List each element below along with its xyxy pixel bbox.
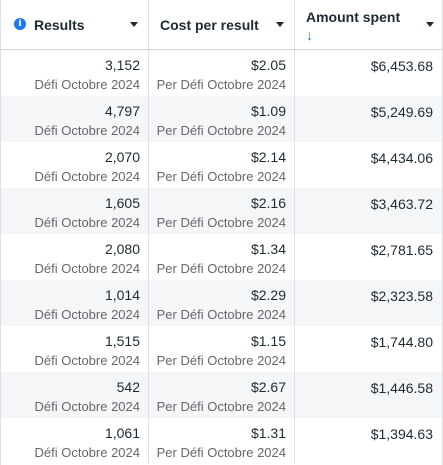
cost-per-result-type: Per Défi Octobre 2024 <box>156 215 286 230</box>
cost-per-result-type: Per Défi Octobre 2024 <box>156 123 286 138</box>
amount-spent-cell: $1,446.58 <box>295 372 443 418</box>
table-row[interactable]: 1,515 Défi Octobre 2024 $1.15 Per Défi O… <box>1 326 442 372</box>
cost-per-result-cell: $1.31 Per Défi Octobre 2024 <box>149 418 295 464</box>
results-type: Défi Octobre 2024 <box>34 169 140 184</box>
results-value: 1,014 <box>104 287 140 303</box>
results-type: Défi Octobre 2024 <box>34 353 140 368</box>
results-cell: 2,070 Défi Octobre 2024 <box>1 142 149 188</box>
results-value: 3,152 <box>104 57 140 73</box>
column-header-label: Results <box>34 17 85 33</box>
column-header-label: Cost per result <box>160 17 259 33</box>
amount-spent-value: $1,744.80 <box>370 334 433 350</box>
results-cell: 1,605 Défi Octobre 2024 <box>1 188 149 234</box>
cost-per-result-cell: $2.29 Per Défi Octobre 2024 <box>149 280 295 326</box>
cost-per-result-type: Per Défi Octobre 2024 <box>156 353 286 368</box>
table-row[interactable]: 1,605 Défi Octobre 2024 $2.16 Per Défi O… <box>1 188 442 234</box>
results-value: 2,070 <box>104 149 140 165</box>
amount-spent-cell: $3,463.72 <box>295 188 443 234</box>
cost-per-result-value: $2.67 <box>250 379 286 395</box>
results-value: 4,797 <box>104 103 140 119</box>
table-row[interactable]: 1,061 Défi Octobre 2024 $1.31 Per Défi O… <box>1 418 442 464</box>
results-type: Défi Octobre 2024 <box>34 445 140 460</box>
amount-spent-cell: $1,394.63 <box>295 418 443 464</box>
table-row[interactable]: 542 Défi Octobre 2024 $2.67 Per Défi Oct… <box>1 372 442 418</box>
column-header-cost-per-result[interactable]: Cost per result <box>149 0 295 49</box>
column-header-label: Amount spent <box>306 9 401 25</box>
table-row[interactable]: 2,070 Défi Octobre 2024 $2.14 Per Défi O… <box>1 142 442 188</box>
results-value: 2,080 <box>104 241 140 257</box>
amount-spent-value: $5,249.69 <box>370 104 433 120</box>
table-row[interactable]: 4,797 Défi Octobre 2024 $1.09 Per Défi O… <box>1 96 442 142</box>
amount-spent-value: $6,453.68 <box>370 58 433 74</box>
chevron-down-icon[interactable] <box>130 22 138 27</box>
cost-per-result-type: Per Défi Octobre 2024 <box>156 445 286 460</box>
results-value: 1,605 <box>104 195 140 211</box>
results-type: Défi Octobre 2024 <box>34 307 140 322</box>
table-body: 3,152 Défi Octobre 2024 $2.05 Per Défi O… <box>1 50 442 464</box>
results-cell: 1,014 Défi Octobre 2024 <box>1 280 149 326</box>
results-type: Défi Octobre 2024 <box>34 215 140 230</box>
cost-per-result-value: $2.14 <box>250 149 286 165</box>
table-header: i Results Cost per result Amount spent ↓ <box>1 0 442 50</box>
column-header-amount-spent[interactable]: Amount spent ↓ <box>295 0 443 49</box>
amount-spent-cell: $1,744.80 <box>295 326 443 372</box>
cost-per-result-cell: $2.14 Per Défi Octobre 2024 <box>149 142 295 188</box>
results-cell: 2,080 Défi Octobre 2024 <box>1 234 149 280</box>
results-cell: 1,515 Défi Octobre 2024 <box>1 326 149 372</box>
cost-per-result-type: Per Défi Octobre 2024 <box>156 77 286 92</box>
table-row[interactable]: 3,152 Défi Octobre 2024 $2.05 Per Défi O… <box>1 50 442 96</box>
cost-per-result-type: Per Défi Octobre 2024 <box>156 399 286 414</box>
results-cell: 4,797 Défi Octobre 2024 <box>1 96 149 142</box>
results-type: Défi Octobre 2024 <box>34 399 140 414</box>
results-cell: 3,152 Défi Octobre 2024 <box>1 50 149 96</box>
amount-spent-cell: $2,323.58 <box>295 280 443 326</box>
amount-spent-value: $4,434.06 <box>370 150 433 166</box>
cost-per-result-cell: $1.34 Per Défi Octobre 2024 <box>149 234 295 280</box>
chevron-down-icon[interactable] <box>426 22 434 27</box>
cost-per-result-value: $2.05 <box>250 57 286 73</box>
cost-per-result-value: $1.31 <box>250 425 286 441</box>
cost-per-result-value: $2.29 <box>250 287 286 303</box>
results-cell: 1,061 Défi Octobre 2024 <box>1 418 149 464</box>
cost-per-result-value: $1.34 <box>250 241 286 257</box>
cost-per-result-value: $1.09 <box>250 103 286 119</box>
amount-spent-cell: $5,249.69 <box>295 96 443 142</box>
results-type: Défi Octobre 2024 <box>34 77 140 92</box>
amount-spent-value: $2,781.65 <box>370 242 433 258</box>
results-type: Défi Octobre 2024 <box>34 261 140 276</box>
table-row[interactable]: 2,080 Défi Octobre 2024 $1.34 Per Défi O… <box>1 234 442 280</box>
results-value: 1,515 <box>104 333 140 349</box>
amount-spent-value: $2,323.58 <box>370 288 433 304</box>
results-cell: 542 Défi Octobre 2024 <box>1 372 149 418</box>
results-value: 542 <box>116 379 140 395</box>
cost-per-result-cell: $2.05 Per Défi Octobre 2024 <box>149 50 295 96</box>
table-row[interactable]: 1,014 Défi Octobre 2024 $2.29 Per Défi O… <box>1 280 442 326</box>
amount-spent-value: $3,463.72 <box>370 196 433 212</box>
cost-per-result-value: $2.16 <box>250 195 286 211</box>
results-type: Défi Octobre 2024 <box>34 123 140 138</box>
chevron-down-icon[interactable] <box>276 22 284 27</box>
cost-per-result-cell: $2.16 Per Défi Octobre 2024 <box>149 188 295 234</box>
cost-per-result-cell: $1.09 Per Défi Octobre 2024 <box>149 96 295 142</box>
info-icon[interactable]: i <box>14 18 26 30</box>
sort-descending-icon[interactable]: ↓ <box>306 27 313 43</box>
cost-per-result-type: Per Défi Octobre 2024 <box>156 261 286 276</box>
cost-per-result-value: $1.15 <box>250 333 286 349</box>
column-header-results[interactable]: i Results <box>1 0 149 49</box>
amount-spent-value: $1,394.63 <box>370 426 433 442</box>
amount-spent-value: $1,446.58 <box>370 380 433 396</box>
cost-per-result-cell: $1.15 Per Défi Octobre 2024 <box>149 326 295 372</box>
amount-spent-cell: $4,434.06 <box>295 142 443 188</box>
amount-spent-cell: $2,781.65 <box>295 234 443 280</box>
amount-spent-cell: $6,453.68 <box>295 50 443 96</box>
cost-per-result-type: Per Défi Octobre 2024 <box>156 169 286 184</box>
cost-per-result-type: Per Défi Octobre 2024 <box>156 307 286 322</box>
results-value: 1,061 <box>104 425 140 441</box>
cost-per-result-cell: $2.67 Per Défi Octobre 2024 <box>149 372 295 418</box>
